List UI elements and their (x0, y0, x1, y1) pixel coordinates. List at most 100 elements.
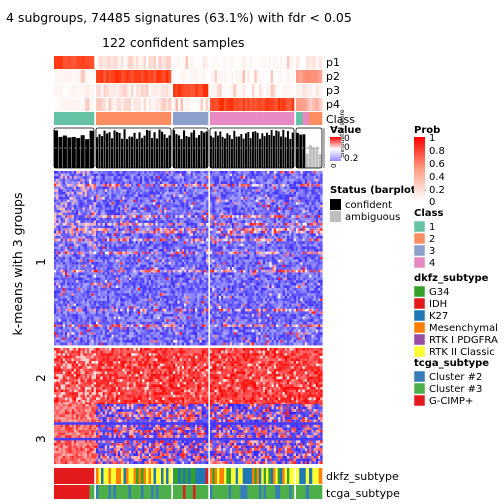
heatmap-cell (102, 186, 105, 190)
heatmap-cell (126, 202, 130, 205)
heatmap-cell (111, 194, 114, 198)
heatmap-cell (320, 204, 323, 208)
heatmap-cell (225, 197, 228, 200)
heatmap-cell (199, 204, 202, 208)
heatmap-cell (298, 194, 301, 198)
heatmap-cell (238, 251, 241, 255)
heatmap-cell (197, 223, 200, 226)
heatmap-cell (197, 212, 200, 216)
heatmap-cell (181, 199, 185, 203)
heatmap-cell (186, 176, 189, 179)
class-cell (312, 112, 316, 125)
heatmap-cell (146, 249, 149, 252)
heatmap-cell (229, 230, 233, 234)
heatmap-cell (206, 259, 209, 263)
heatmap-cell (131, 171, 134, 174)
heatmap-cell (234, 197, 237, 200)
heatmap-cell (96, 181, 99, 185)
heatmap-cell (218, 178, 222, 182)
heatmap-cell (302, 202, 305, 205)
heatmap-cell (190, 210, 193, 213)
heatmap-cell (296, 238, 299, 242)
heatmap-cell (157, 225, 160, 229)
heatmap-cell (315, 202, 319, 205)
heatmap-cell (234, 191, 237, 195)
heatmap-cell (287, 184, 290, 187)
heatmap-cell (311, 225, 314, 229)
heatmap-cell (280, 176, 283, 179)
heatmap-cell (186, 243, 189, 247)
heatmap-cell (192, 254, 196, 257)
heatmap-cell (78, 220, 81, 224)
heatmap-cell (87, 238, 90, 242)
heatmap-cell (318, 207, 321, 211)
heatmap-cell (144, 241, 147, 244)
heatmap-cell (78, 249, 81, 252)
heatmap-cell (192, 204, 196, 208)
heatmap-cell (240, 176, 244, 179)
heatmap-cell (107, 251, 110, 255)
class-cell (212, 112, 215, 125)
heatmap-cell (168, 225, 171, 229)
heatmap-cell (170, 246, 174, 250)
heatmap-cell (91, 228, 94, 231)
heatmap-cell (118, 220, 121, 224)
heatmap-cell (148, 262, 152, 265)
heatmap-cell (166, 173, 169, 177)
heatmap-cell (181, 184, 185, 187)
heatmap-cell (238, 171, 241, 174)
heatmap-cell (192, 241, 196, 244)
heatmap-cell (170, 184, 174, 187)
heatmap-cell (126, 178, 130, 182)
heatmap-cell (218, 249, 222, 252)
heatmap-cell (197, 197, 200, 200)
heatmap-cell (216, 215, 219, 218)
heatmap-cell (159, 189, 163, 192)
heatmap-cell (287, 176, 290, 179)
heatmap-cell (240, 249, 244, 252)
class-cell (101, 112, 104, 125)
heatmap-cell (311, 173, 314, 177)
heatmap-cell (256, 228, 259, 231)
heatmap-cell (168, 233, 171, 237)
heatmap-cell (124, 259, 127, 263)
class-cell (89, 112, 95, 125)
heatmap-cell (238, 243, 241, 247)
heatmap-cell (181, 215, 185, 218)
heatmap-cell (287, 189, 290, 192)
heatmap-cell (142, 236, 145, 239)
prob-cell-p3 (312, 84, 316, 97)
heatmap-cell (170, 202, 174, 205)
heatmap-cell (251, 176, 255, 179)
heatmap-cell (82, 264, 85, 268)
heatmap-cell (148, 238, 152, 242)
heatmap-cell (216, 217, 219, 221)
heatmap-cell (216, 197, 219, 200)
heatmap-cell (203, 243, 207, 247)
heatmap-cell (271, 220, 274, 224)
heatmap-cell (287, 228, 290, 231)
heatmap-cell (115, 197, 119, 200)
heatmap-cell (245, 171, 248, 174)
heatmap-cell (195, 225, 198, 229)
heatmap-cell (254, 249, 257, 252)
silhouette-bar (217, 135, 219, 168)
heatmap-cell (229, 233, 233, 237)
heatmap-cell (307, 256, 310, 260)
heatmap-cell (89, 238, 92, 242)
heatmap-cell (210, 256, 213, 260)
heatmap-cell (56, 204, 59, 208)
heatmap-cell (214, 225, 217, 229)
heatmap-cell (111, 204, 114, 208)
heatmap-cell (153, 238, 156, 242)
prob-cell-p1 (123, 56, 127, 69)
prob-cell-p3 (153, 84, 157, 97)
heatmap-cell (91, 249, 94, 252)
heatmap-cell (304, 241, 308, 244)
heatmap-cell (192, 186, 196, 190)
heatmap-cell (206, 171, 209, 174)
heatmap-cell (113, 259, 116, 263)
heatmap-cell (54, 238, 57, 242)
heatmap-cell (315, 207, 319, 211)
heatmap-cell (203, 238, 207, 242)
